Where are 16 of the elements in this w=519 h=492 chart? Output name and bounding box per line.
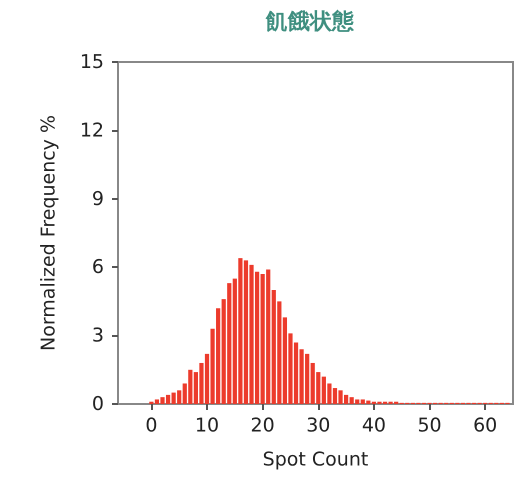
y-tick-label: 0 xyxy=(92,393,104,415)
x-tick-label: 60 xyxy=(473,414,498,436)
x-tick-label: 10 xyxy=(194,414,220,436)
chart-title: 飢餓状態 xyxy=(265,8,355,34)
y-tick-label: 6 xyxy=(92,256,104,278)
y-tick-label: 3 xyxy=(92,324,104,347)
y-axis-title: Normalized Frequency % xyxy=(38,114,60,352)
x-tick-label: 50 xyxy=(417,414,442,436)
y-tick-label: 15 xyxy=(80,51,104,73)
y-tick-label: 9 xyxy=(92,188,104,210)
x-tick-label: 0 xyxy=(145,414,158,436)
x-tick-label: 40 xyxy=(362,414,386,436)
y-tick-label: 12 xyxy=(80,119,104,142)
x-tick-label: 20 xyxy=(250,414,275,436)
x-tick-label: 30 xyxy=(306,414,330,436)
x-axis-title: Spot Count xyxy=(262,448,368,470)
